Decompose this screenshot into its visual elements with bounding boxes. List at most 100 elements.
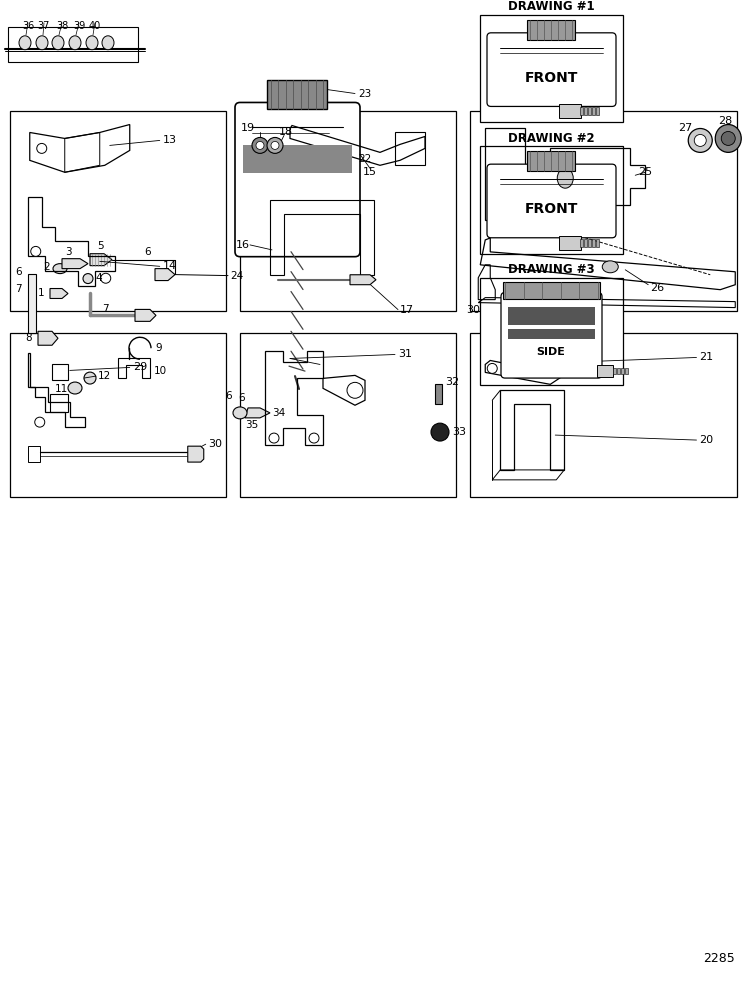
Text: 24: 24 <box>230 270 243 280</box>
Bar <box>10 111 226 311</box>
Bar <box>584 107 587 115</box>
Text: 3: 3 <box>64 247 71 257</box>
Bar <box>508 329 595 339</box>
Bar <box>480 146 623 254</box>
Text: 6: 6 <box>15 266 22 276</box>
Bar <box>240 332 456 497</box>
Bar <box>588 107 591 115</box>
Ellipse shape <box>269 434 279 443</box>
Ellipse shape <box>602 260 618 272</box>
Ellipse shape <box>84 373 96 384</box>
Text: 34: 34 <box>272 408 285 418</box>
Text: FRONT: FRONT <box>524 202 578 216</box>
Bar <box>617 368 620 375</box>
Bar <box>508 308 595 325</box>
Bar <box>596 107 599 115</box>
Text: 31: 31 <box>398 350 412 360</box>
Text: 28: 28 <box>718 116 732 126</box>
Bar <box>480 277 623 385</box>
Ellipse shape <box>256 142 264 149</box>
Text: 1: 1 <box>38 288 44 299</box>
Text: 21: 21 <box>700 353 714 363</box>
Text: DRAWING #3: DRAWING #3 <box>508 263 594 276</box>
Ellipse shape <box>19 35 31 50</box>
Bar <box>580 107 583 115</box>
Ellipse shape <box>36 35 48 50</box>
Ellipse shape <box>100 273 111 283</box>
Ellipse shape <box>688 129 712 152</box>
Text: 37: 37 <box>38 21 50 30</box>
Ellipse shape <box>53 263 67 273</box>
FancyBboxPatch shape <box>487 164 616 238</box>
Text: 13: 13 <box>163 136 177 145</box>
Ellipse shape <box>68 382 82 394</box>
Text: 6: 6 <box>145 247 152 257</box>
Ellipse shape <box>83 273 93 283</box>
Text: 40: 40 <box>88 21 101 30</box>
Ellipse shape <box>34 417 45 428</box>
Ellipse shape <box>37 144 46 153</box>
Text: 38: 38 <box>56 21 68 30</box>
Text: 8: 8 <box>26 333 32 343</box>
FancyBboxPatch shape <box>501 293 602 378</box>
Text: 35: 35 <box>245 420 259 430</box>
Bar <box>527 20 575 39</box>
Polygon shape <box>38 331 58 345</box>
Ellipse shape <box>557 168 573 188</box>
Bar <box>470 332 736 497</box>
Ellipse shape <box>716 125 741 152</box>
Polygon shape <box>245 408 270 418</box>
Polygon shape <box>188 446 204 462</box>
Text: 9: 9 <box>155 343 162 353</box>
Bar <box>267 80 327 109</box>
Text: 30: 30 <box>466 305 480 315</box>
Text: 29: 29 <box>133 363 147 373</box>
Bar <box>527 151 575 171</box>
Ellipse shape <box>347 382 363 398</box>
Bar <box>621 368 624 375</box>
Text: 19: 19 <box>241 124 255 134</box>
Text: 2: 2 <box>44 261 50 271</box>
Text: 14: 14 <box>163 261 177 271</box>
Bar <box>613 368 616 375</box>
Text: DRAWING #2: DRAWING #2 <box>508 132 594 145</box>
Text: 36: 36 <box>22 21 34 30</box>
Text: 39: 39 <box>73 21 85 30</box>
Ellipse shape <box>102 35 114 50</box>
Text: 33: 33 <box>452 427 466 437</box>
Bar <box>503 281 600 300</box>
Text: 6: 6 <box>225 391 232 401</box>
Ellipse shape <box>31 247 40 257</box>
Polygon shape <box>62 259 88 268</box>
Text: 16: 16 <box>236 240 250 250</box>
Bar <box>50 394 68 412</box>
Ellipse shape <box>309 434 319 443</box>
Polygon shape <box>135 310 156 321</box>
Polygon shape <box>435 384 442 404</box>
Polygon shape <box>350 275 376 285</box>
Ellipse shape <box>252 138 268 153</box>
Bar <box>597 365 613 377</box>
FancyBboxPatch shape <box>235 102 360 257</box>
Bar <box>588 239 591 247</box>
Ellipse shape <box>233 407 247 419</box>
Ellipse shape <box>431 423 449 441</box>
Text: 6: 6 <box>238 393 244 403</box>
Text: 10: 10 <box>154 366 167 376</box>
Ellipse shape <box>69 35 81 50</box>
Bar <box>559 104 580 118</box>
Bar <box>480 15 623 122</box>
Ellipse shape <box>267 138 283 153</box>
Ellipse shape <box>86 35 98 50</box>
Polygon shape <box>155 268 175 280</box>
Text: DRAWING #1: DRAWING #1 <box>508 0 594 14</box>
Bar <box>8 27 138 62</box>
Text: 12: 12 <box>98 371 111 381</box>
Ellipse shape <box>52 35 64 50</box>
Text: 32: 32 <box>445 377 459 387</box>
Bar <box>28 273 36 333</box>
Ellipse shape <box>722 132 735 145</box>
Bar <box>52 365 68 380</box>
Text: 18: 18 <box>279 128 293 138</box>
Ellipse shape <box>488 364 497 374</box>
